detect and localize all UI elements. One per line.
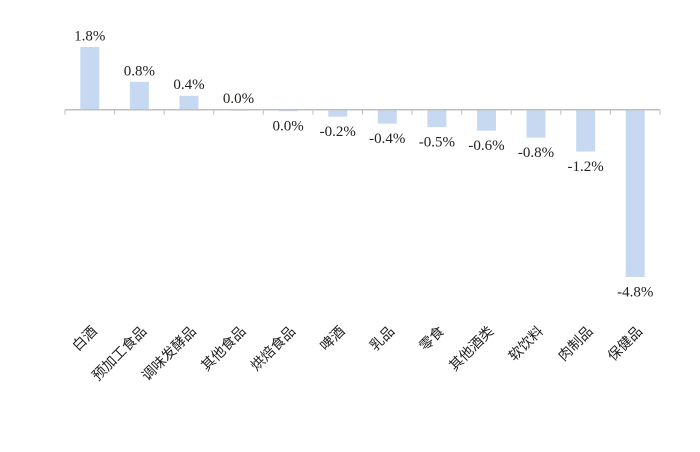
data-label: -0.6% xyxy=(468,138,504,154)
x-tick-label: 软饮料 xyxy=(506,324,547,365)
data-label: -0.4% xyxy=(369,131,405,147)
x-tick-label: 零食 xyxy=(416,323,448,355)
bar xyxy=(179,95,199,110)
x-tick-label: 啤酒 xyxy=(317,324,348,355)
data-label: -4.8% xyxy=(617,284,653,300)
bar xyxy=(427,109,447,128)
data-label: -1.2% xyxy=(568,159,604,175)
x-tick-label: 保健品 xyxy=(605,324,646,365)
bar xyxy=(328,109,348,117)
x-tick-label: 其他酒类 xyxy=(446,324,497,375)
bar xyxy=(377,109,397,124)
bar xyxy=(526,109,546,138)
x-tick-label: 烘焙食品 xyxy=(247,323,299,375)
bar xyxy=(129,81,149,110)
data-label: -0.5% xyxy=(419,135,455,151)
data-label: 0.4% xyxy=(173,77,204,93)
x-tick-label: 调味发酵品 xyxy=(139,324,200,385)
x-tick-label: 乳品 xyxy=(367,324,398,355)
x-tick-label: 肉制品 xyxy=(555,324,596,365)
data-label: 0.8% xyxy=(124,63,155,79)
bar xyxy=(476,109,496,131)
data-label: 0.0% xyxy=(273,119,304,135)
data-label: 0.0% xyxy=(223,91,254,107)
bar xyxy=(80,47,100,110)
data-label: 1.8% xyxy=(74,28,105,44)
bar xyxy=(576,109,596,152)
data-label: -0.8% xyxy=(518,145,554,161)
bar xyxy=(625,109,645,278)
data-label: -0.2% xyxy=(320,124,356,140)
x-tick-label: 白酒 xyxy=(70,324,101,355)
x-tick-label: 其他食品 xyxy=(198,323,250,375)
